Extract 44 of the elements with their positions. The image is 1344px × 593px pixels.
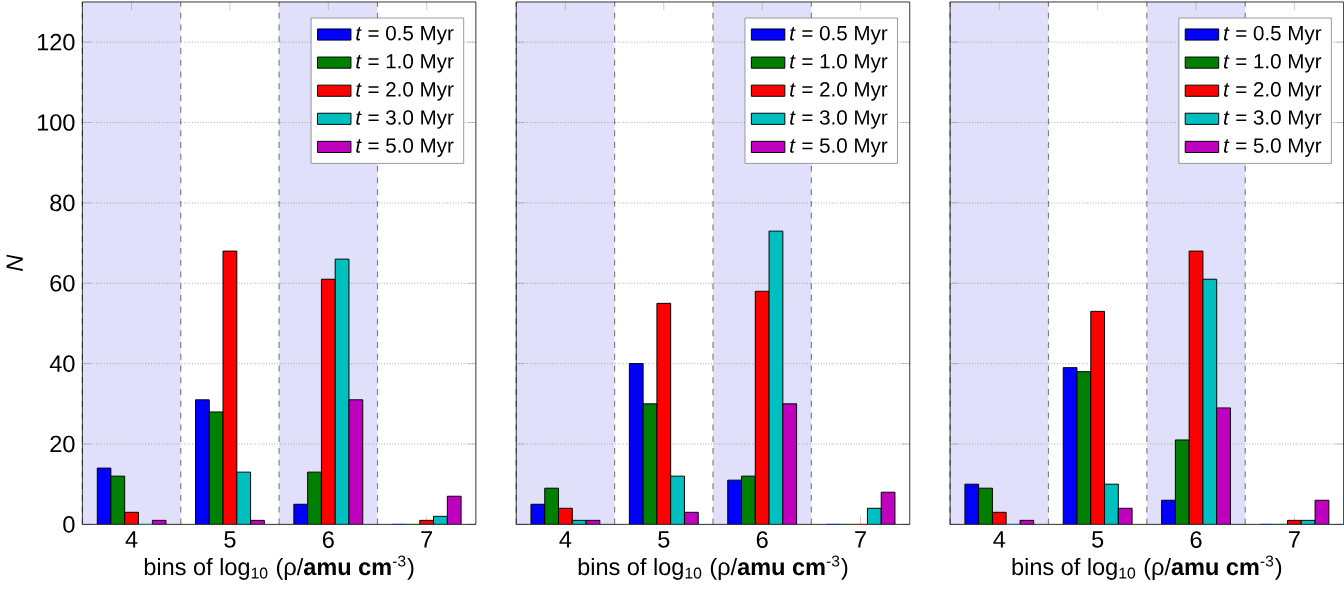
x-tick-label: 5: [224, 531, 236, 548]
y-tick-label: 60: [50, 274, 75, 292]
y-tick-label: 40: [49, 355, 75, 372]
bar: [670, 475, 685, 525]
x-axis-title: bins of log$_{10}$ (ρ/amu cm$^{-3}$): [1012, 555, 1282, 580]
bar: [544, 487, 560, 525]
y-tick-label: 80: [50, 194, 75, 212]
legend-label: t = 3.0 Myr: [356, 110, 454, 129]
legend-label: t = 0.5 Myr: [356, 25, 454, 45]
x-tick-label: 4: [559, 531, 572, 548]
legend-label: t = 2.0 Myr: [356, 81, 454, 101]
x-tick-label: 6: [756, 531, 768, 548]
x-tick-label: 7: [855, 531, 866, 548]
bar: [782, 403, 798, 525]
legend-label: t = 0.5 Myr: [790, 25, 888, 45]
bar: [727, 479, 743, 525]
legend-label: t = 3.0 Myr: [1224, 110, 1322, 129]
legend-label: t = 5.0 Myr: [790, 138, 888, 157]
legend-label: t = 0.5 Myr: [1224, 25, 1322, 45]
x-axis-title: bins of log$_{10}$ (ρ/amu cm$^{-3}$): [578, 555, 848, 580]
y-tick-label: 120: [37, 33, 75, 51]
legend-label: t = 5.0 Myr: [1224, 138, 1322, 157]
x-tick-label: 4: [125, 531, 138, 548]
legend-label: t = 1.0 Myr: [356, 53, 454, 73]
legend-label: t = 1.0 Myr: [790, 53, 888, 73]
bar: [741, 475, 756, 525]
x-axis-title: bins of log$_{10}$ (ρ/amu cm$^{-3}$): [144, 555, 414, 580]
legend-label: t = 5.0 Myr: [356, 138, 454, 157]
legend-label: t = 2.0 Myr: [1224, 81, 1322, 101]
x-tick-label: 5: [1092, 531, 1104, 548]
y-tick-label: 100: [37, 114, 75, 131]
y-tick-label: 0: [63, 515, 75, 533]
x-tick-label: 4: [993, 531, 1006, 548]
legend-label: t = 1.0 Myr: [1224, 53, 1322, 73]
x-tick-label: 5: [658, 531, 670, 548]
x-tick-label: 7: [421, 531, 433, 548]
y-axis-title: N: [6, 254, 23, 271]
x-tick-label: 6: [1190, 531, 1202, 548]
bar: [195, 399, 210, 525]
legend-label: t = 3.0 Myr: [790, 110, 888, 129]
x-tick-label: 7: [1289, 531, 1300, 548]
y-tick-label: 20: [50, 435, 75, 453]
x-tick-label: 6: [322, 531, 334, 548]
legend-label: t = 2.0 Myr: [790, 81, 888, 101]
